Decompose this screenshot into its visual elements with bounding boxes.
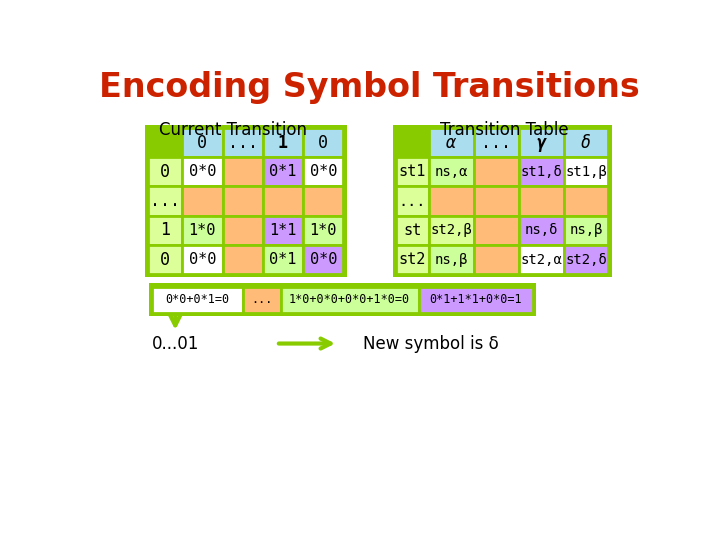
Text: ...: ... (399, 194, 426, 208)
Bar (148, 245, 182, 274)
Bar (418, 287, 534, 313)
Bar (564, 245, 608, 274)
Bar (145, 125, 346, 278)
Bar (263, 245, 303, 274)
Bar (303, 128, 343, 157)
Bar (474, 245, 518, 274)
Bar (564, 186, 608, 215)
Bar (428, 157, 474, 186)
Text: ns,β: ns,β (570, 224, 603, 238)
Text: Encoding Symbol Transitions: Encoding Symbol Transitions (99, 71, 639, 104)
Text: ...: ... (251, 293, 273, 306)
Bar (518, 215, 564, 245)
Text: 0: 0 (160, 251, 170, 268)
Bar (303, 215, 343, 245)
Text: 0: 0 (197, 133, 207, 152)
Text: st1,β: st1,β (565, 165, 607, 179)
Text: 0*0: 0*0 (189, 164, 216, 179)
Text: st: st (403, 223, 421, 238)
Text: ...: ... (150, 192, 180, 210)
Text: ns,α: ns,α (434, 165, 468, 179)
Bar (303, 186, 343, 215)
Text: 0*1: 0*1 (269, 252, 297, 267)
Bar (518, 128, 564, 157)
Bar (518, 186, 564, 215)
Text: st1,δ: st1,δ (520, 165, 562, 179)
Bar (396, 157, 428, 186)
Bar (182, 215, 222, 245)
Bar (263, 215, 303, 245)
Bar (428, 128, 474, 157)
Bar (182, 245, 222, 274)
Bar (428, 245, 474, 274)
Text: st2,δ: st2,δ (565, 253, 607, 267)
Text: 1*0+0*0+0*0+1*0=0: 1*0+0*0+0*0+1*0=0 (289, 293, 410, 306)
Text: Current Transition: Current Transition (159, 122, 307, 139)
Bar (182, 128, 222, 157)
Bar (518, 245, 564, 274)
Text: 1: 1 (278, 133, 288, 152)
Bar (222, 186, 263, 215)
Text: 0: 0 (318, 133, 328, 152)
Bar (564, 128, 608, 157)
Bar (564, 157, 608, 186)
Bar (152, 287, 243, 313)
Bar (303, 245, 343, 274)
Bar (182, 157, 222, 186)
Text: δ: δ (581, 133, 591, 152)
Bar (263, 128, 303, 157)
Text: ns,δ: ns,δ (524, 224, 558, 238)
Bar (396, 245, 428, 274)
Text: 0*0: 0*0 (310, 252, 337, 267)
Text: st2,α: st2,α (520, 253, 562, 267)
Bar (263, 186, 303, 215)
Bar (393, 125, 611, 278)
Bar (396, 215, 428, 245)
Text: 0*0+0*1=0: 0*0+0*1=0 (166, 293, 230, 306)
Text: New symbol is δ: New symbol is δ (363, 335, 499, 353)
Bar (474, 128, 518, 157)
Text: γ: γ (536, 133, 546, 152)
Bar (148, 186, 182, 215)
Text: 1*1: 1*1 (269, 223, 297, 238)
Text: 0*1+1*1+0*0=1: 0*1+1*1+0*0=1 (430, 293, 522, 306)
Text: 1*0: 1*0 (189, 223, 216, 238)
Text: st2: st2 (399, 252, 426, 267)
Text: 0*1: 0*1 (269, 164, 297, 179)
Bar (222, 157, 263, 186)
Bar (474, 215, 518, 245)
Text: ns,β: ns,β (434, 253, 468, 267)
Text: 0...01: 0...01 (152, 335, 199, 353)
Text: st2,β: st2,β (431, 224, 472, 238)
Text: 0*0: 0*0 (310, 164, 337, 179)
Bar (518, 157, 564, 186)
Text: α: α (446, 133, 456, 152)
Bar (148, 215, 182, 245)
Bar (474, 157, 518, 186)
Bar (396, 186, 428, 215)
Text: 0: 0 (160, 163, 170, 181)
Bar (303, 157, 343, 186)
Bar (222, 128, 263, 157)
Text: 0*0: 0*0 (189, 252, 216, 267)
Bar (428, 186, 474, 215)
Bar (281, 287, 418, 313)
Bar (222, 245, 263, 274)
Text: ...: ... (228, 133, 258, 152)
Bar (148, 157, 182, 186)
Text: 1*0: 1*0 (310, 223, 337, 238)
Text: 1: 1 (160, 221, 170, 239)
Bar (182, 186, 222, 215)
Bar (428, 215, 474, 245)
Bar (222, 215, 263, 245)
Text: Transition Table: Transition Table (441, 122, 569, 139)
Bar (263, 157, 303, 186)
Text: st1: st1 (399, 164, 426, 179)
Bar (564, 215, 608, 245)
Text: ...: ... (481, 133, 511, 152)
Bar (149, 284, 536, 316)
Bar (243, 287, 281, 313)
Bar (474, 186, 518, 215)
